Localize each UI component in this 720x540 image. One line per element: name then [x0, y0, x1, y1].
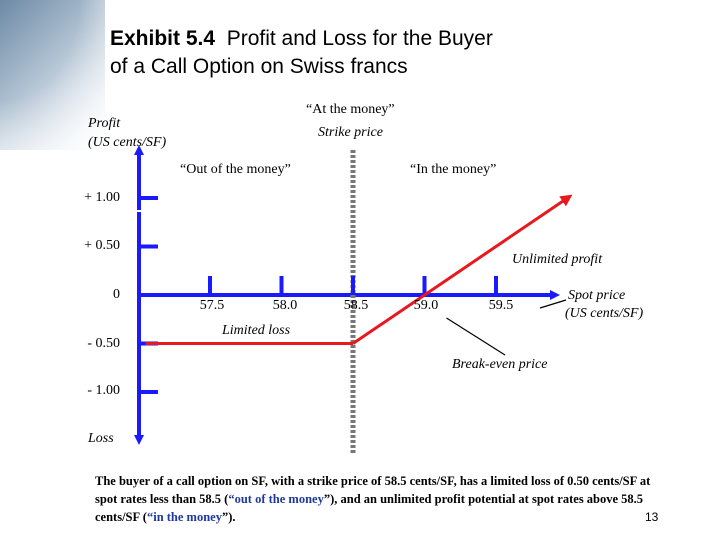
in-the-money-label: “In the money”: [410, 162, 497, 177]
x-tick-label: 59.0: [413, 298, 439, 313]
exhibit-number: Exhibit 5.4: [110, 27, 216, 50]
out-of-the-money-label: “Out of the money”: [180, 162, 291, 177]
caption-text: ”), and an unlimited profit potential at…: [95, 492, 644, 524]
y-axis-unit: (US cents/SF): [88, 135, 167, 150]
x-tick-label: 57.5: [199, 298, 225, 313]
caption-text: ”).: [221, 510, 236, 524]
title-line-2: of a Call Option on Swiss francs: [110, 55, 408, 78]
x-tick-label: 58.0: [272, 298, 298, 313]
caption-text: The buyer of a call option on SF, with a…: [95, 474, 651, 506]
title-line-1: Profit and Loss for the Buyer: [226, 27, 493, 50]
slide-caption: The buyer of a call option on SF, with a…: [95, 472, 655, 526]
break-even-label: Break-even price: [452, 357, 548, 372]
spot-price-pointer: [539, 299, 567, 309]
y-tick-label: - 0.50: [87, 336, 120, 351]
limited-loss-label: Limited loss: [222, 323, 291, 338]
y-tick-label: + 0.50: [84, 238, 120, 253]
x-tick-label: 59.5: [488, 298, 514, 313]
caption-highlight-itm: “in the money: [146, 510, 222, 524]
x-axis-title-line1: Spot price: [568, 288, 626, 303]
strike-price-label: Strike price: [318, 125, 383, 140]
page-number: 13: [645, 510, 659, 524]
y-axis-label-profit: Profit: [88, 116, 121, 131]
y-axis-label-loss: Loss: [88, 431, 114, 446]
unlimited-profit-label: Unlimited profit: [512, 252, 603, 267]
y-tick-label: - 1.00: [87, 383, 120, 398]
corner-decoration-fade: [0, 0, 160, 200]
at-the-money-label: “At the money”: [306, 102, 395, 117]
caption-highlight-otm: “out of the money: [228, 492, 324, 506]
x-axis-title-line2: (US cents/SF): [565, 306, 644, 321]
x-tick-label: 58.5: [343, 298, 369, 313]
payoff-line-segment: [352, 194, 573, 345]
slide-title: Exhibit 5.4 Profit and Loss for the Buye…: [110, 25, 670, 81]
y-tick-label: 0: [113, 287, 120, 302]
y-tick-label: + 1.00: [84, 190, 120, 205]
break-even-pointer: [446, 317, 506, 356]
